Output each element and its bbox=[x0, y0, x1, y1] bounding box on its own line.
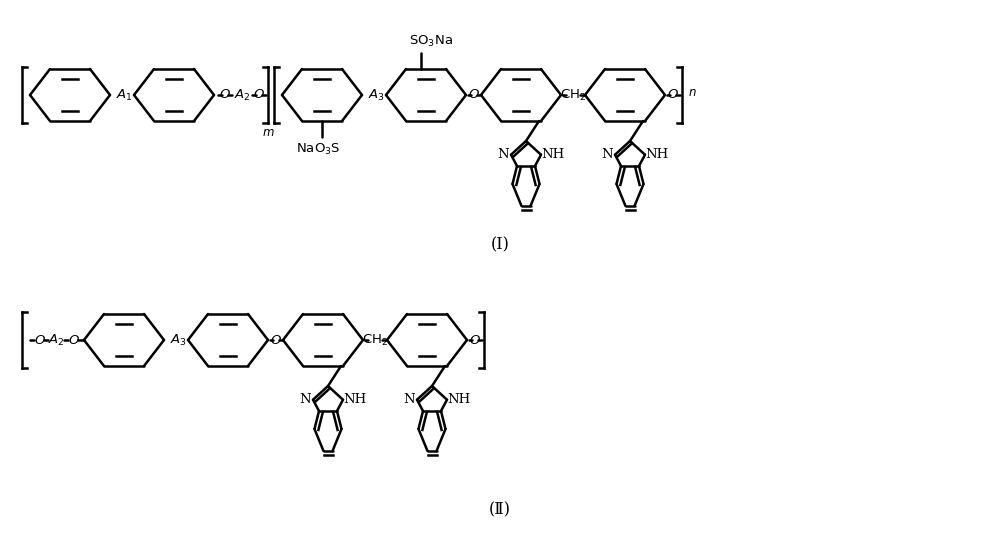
Text: O: O bbox=[69, 333, 79, 346]
Text: N: N bbox=[403, 393, 415, 407]
Text: NH: NH bbox=[541, 148, 565, 161]
Text: N: N bbox=[299, 393, 311, 407]
Text: O: O bbox=[271, 333, 281, 346]
Text: NaO$_3$S: NaO$_3$S bbox=[296, 141, 340, 157]
Text: m: m bbox=[262, 127, 274, 140]
Text: $A_2$: $A_2$ bbox=[48, 332, 64, 347]
Text: O: O bbox=[35, 333, 45, 346]
Text: O: O bbox=[254, 89, 264, 101]
Text: $A_3$: $A_3$ bbox=[368, 88, 384, 103]
Text: N: N bbox=[601, 148, 613, 161]
Text: n: n bbox=[688, 86, 696, 99]
Text: CH$_2$: CH$_2$ bbox=[362, 332, 388, 347]
Text: NH: NH bbox=[343, 393, 367, 407]
Text: O: O bbox=[469, 89, 479, 101]
Text: O: O bbox=[668, 89, 678, 101]
Text: $A_3$: $A_3$ bbox=[170, 332, 186, 347]
Text: NH: NH bbox=[645, 148, 669, 161]
Text: (Ⅱ): (Ⅱ) bbox=[489, 502, 511, 519]
Text: N: N bbox=[497, 148, 509, 161]
Text: $A_2$: $A_2$ bbox=[234, 88, 250, 103]
Text: (Ⅰ): (Ⅰ) bbox=[491, 236, 509, 253]
Text: $A_1$: $A_1$ bbox=[116, 88, 132, 103]
Text: O: O bbox=[470, 333, 480, 346]
Text: CH$_2$: CH$_2$ bbox=[560, 88, 586, 103]
Text: O: O bbox=[220, 89, 230, 101]
Text: SO$_3$Na: SO$_3$Na bbox=[409, 33, 453, 48]
Text: NH: NH bbox=[447, 393, 471, 407]
